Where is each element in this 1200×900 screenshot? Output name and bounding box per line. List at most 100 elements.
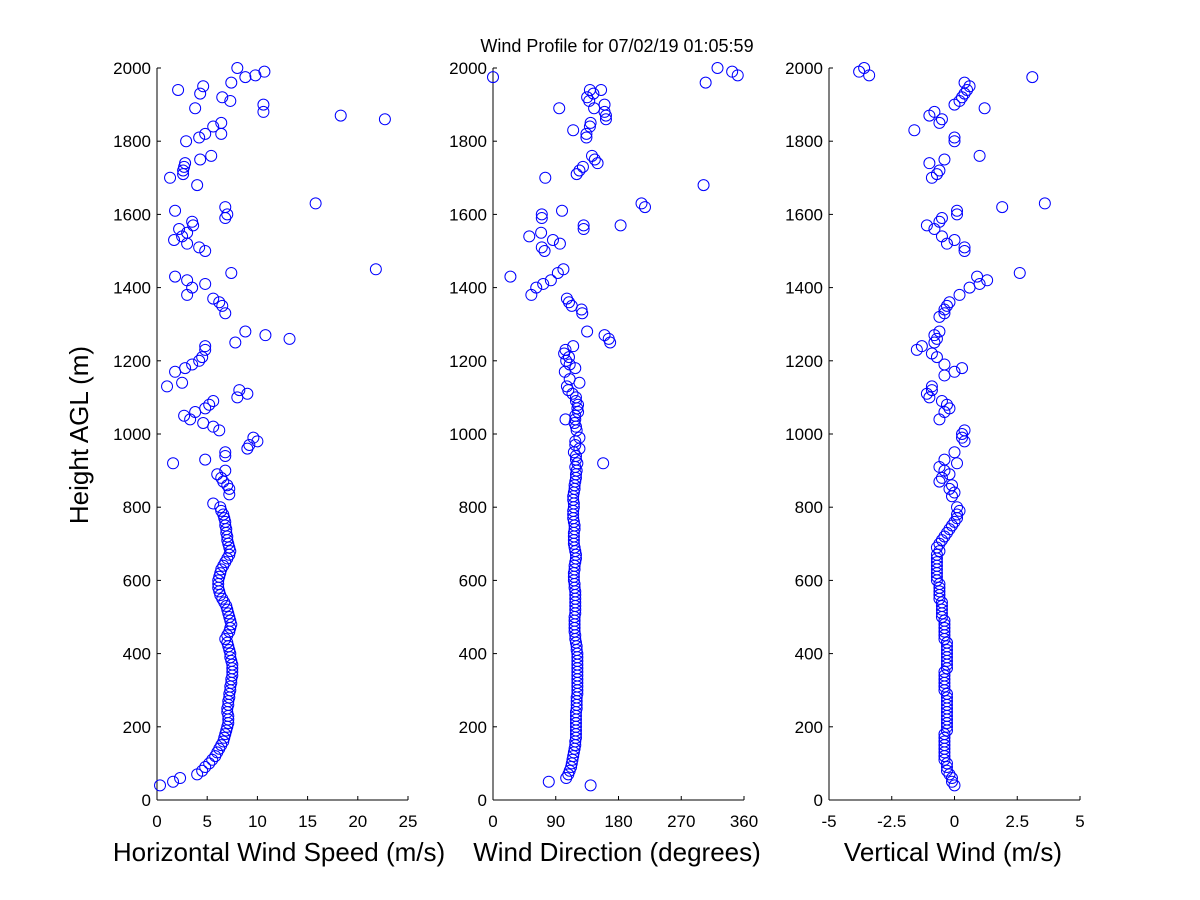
data-point xyxy=(378,113,391,126)
data-point xyxy=(595,83,608,96)
data-point xyxy=(225,266,238,279)
data-point xyxy=(567,124,580,137)
data-point xyxy=(945,519,958,532)
data-point xyxy=(953,504,966,517)
data-point xyxy=(184,413,197,426)
data-point xyxy=(925,380,938,393)
data-point xyxy=(938,614,951,627)
data-point xyxy=(933,164,946,177)
data-point xyxy=(191,179,204,192)
data-point xyxy=(207,395,220,408)
x-tick-label: 15 xyxy=(298,812,317,831)
data-point xyxy=(930,548,943,561)
y-tick-label: 1600 xyxy=(113,205,151,224)
data-point xyxy=(523,230,536,243)
data-point xyxy=(940,526,953,539)
data-point xyxy=(938,735,951,748)
y-tick-label: 0 xyxy=(142,791,151,810)
data-point xyxy=(953,288,966,301)
data-point xyxy=(530,281,543,294)
data-point xyxy=(553,102,566,115)
data-point xyxy=(1038,197,1051,210)
data-point xyxy=(199,761,212,774)
y-axis-label: Height AGL (m) xyxy=(64,346,94,524)
data-point xyxy=(535,241,548,254)
data-point xyxy=(569,391,582,404)
data-point xyxy=(951,508,964,521)
data-point xyxy=(930,332,943,345)
data-point xyxy=(221,479,234,492)
data-point xyxy=(215,116,228,129)
data-point xyxy=(257,98,270,111)
data-point xyxy=(259,329,272,342)
data-point xyxy=(199,402,212,415)
data-point xyxy=(923,391,936,404)
data-point xyxy=(189,102,202,115)
data-point xyxy=(178,409,191,422)
data-point xyxy=(224,545,237,558)
data-point xyxy=(971,270,984,283)
data-point xyxy=(973,277,986,290)
data-point xyxy=(584,116,597,129)
y-tick-label: 2000 xyxy=(113,59,151,78)
x-tick-label: -5 xyxy=(821,812,836,831)
data-point xyxy=(586,149,599,162)
data-point xyxy=(948,779,961,792)
data-point xyxy=(580,127,593,140)
data-point xyxy=(956,428,969,440)
data-point xyxy=(576,307,589,320)
data-point xyxy=(940,757,953,770)
data-point xyxy=(731,69,744,82)
data-point xyxy=(221,208,234,221)
y-tick-label: 800 xyxy=(123,498,151,517)
data-point xyxy=(996,201,1009,214)
data-point xyxy=(223,488,236,501)
panel-vertical-wind: 0 200 400 600 800 1000 1200 1400 1600 1800 2000 -5 -… xyxy=(785,59,1085,831)
data-point xyxy=(181,226,194,239)
data-point xyxy=(229,336,242,349)
data-point xyxy=(194,87,207,100)
data-point xyxy=(930,556,943,569)
data-point xyxy=(221,603,234,616)
data-point xyxy=(569,453,582,466)
data-point xyxy=(711,62,724,74)
data-point xyxy=(948,365,961,378)
data-point xyxy=(199,245,212,257)
data-point xyxy=(223,643,236,656)
data-point xyxy=(940,687,953,700)
data-point xyxy=(187,219,200,232)
data-point xyxy=(956,431,969,444)
x-tick-label: 0 xyxy=(950,812,959,831)
data-point xyxy=(573,431,586,444)
data-point xyxy=(573,164,586,177)
data-point xyxy=(943,482,956,495)
data-point xyxy=(945,479,958,492)
data-point xyxy=(224,614,237,627)
data-point xyxy=(599,113,612,126)
data-point xyxy=(186,215,199,228)
y-tick-label: 1200 xyxy=(785,352,823,371)
y-tick-label: 400 xyxy=(459,645,487,664)
data-point xyxy=(225,76,238,89)
data-point xyxy=(958,76,971,89)
data-point xyxy=(207,497,220,510)
x-tick-label: 90 xyxy=(546,812,565,831)
data-point xyxy=(535,226,548,239)
data-point xyxy=(938,369,951,382)
data-point xyxy=(933,581,946,594)
data-point xyxy=(614,219,627,232)
data-point xyxy=(203,757,216,770)
data-point xyxy=(181,274,194,287)
data-point xyxy=(193,241,206,254)
data-point xyxy=(581,91,594,104)
data-point xyxy=(241,387,254,400)
data-point xyxy=(940,643,953,656)
x-tick-label: 270 xyxy=(667,812,695,831)
data-point xyxy=(176,376,189,389)
data-point xyxy=(535,208,548,221)
data-point xyxy=(956,91,969,104)
data-point xyxy=(538,245,551,257)
data-point xyxy=(258,65,271,78)
data-point xyxy=(560,380,573,393)
y-tick-label: 1000 xyxy=(785,425,823,444)
